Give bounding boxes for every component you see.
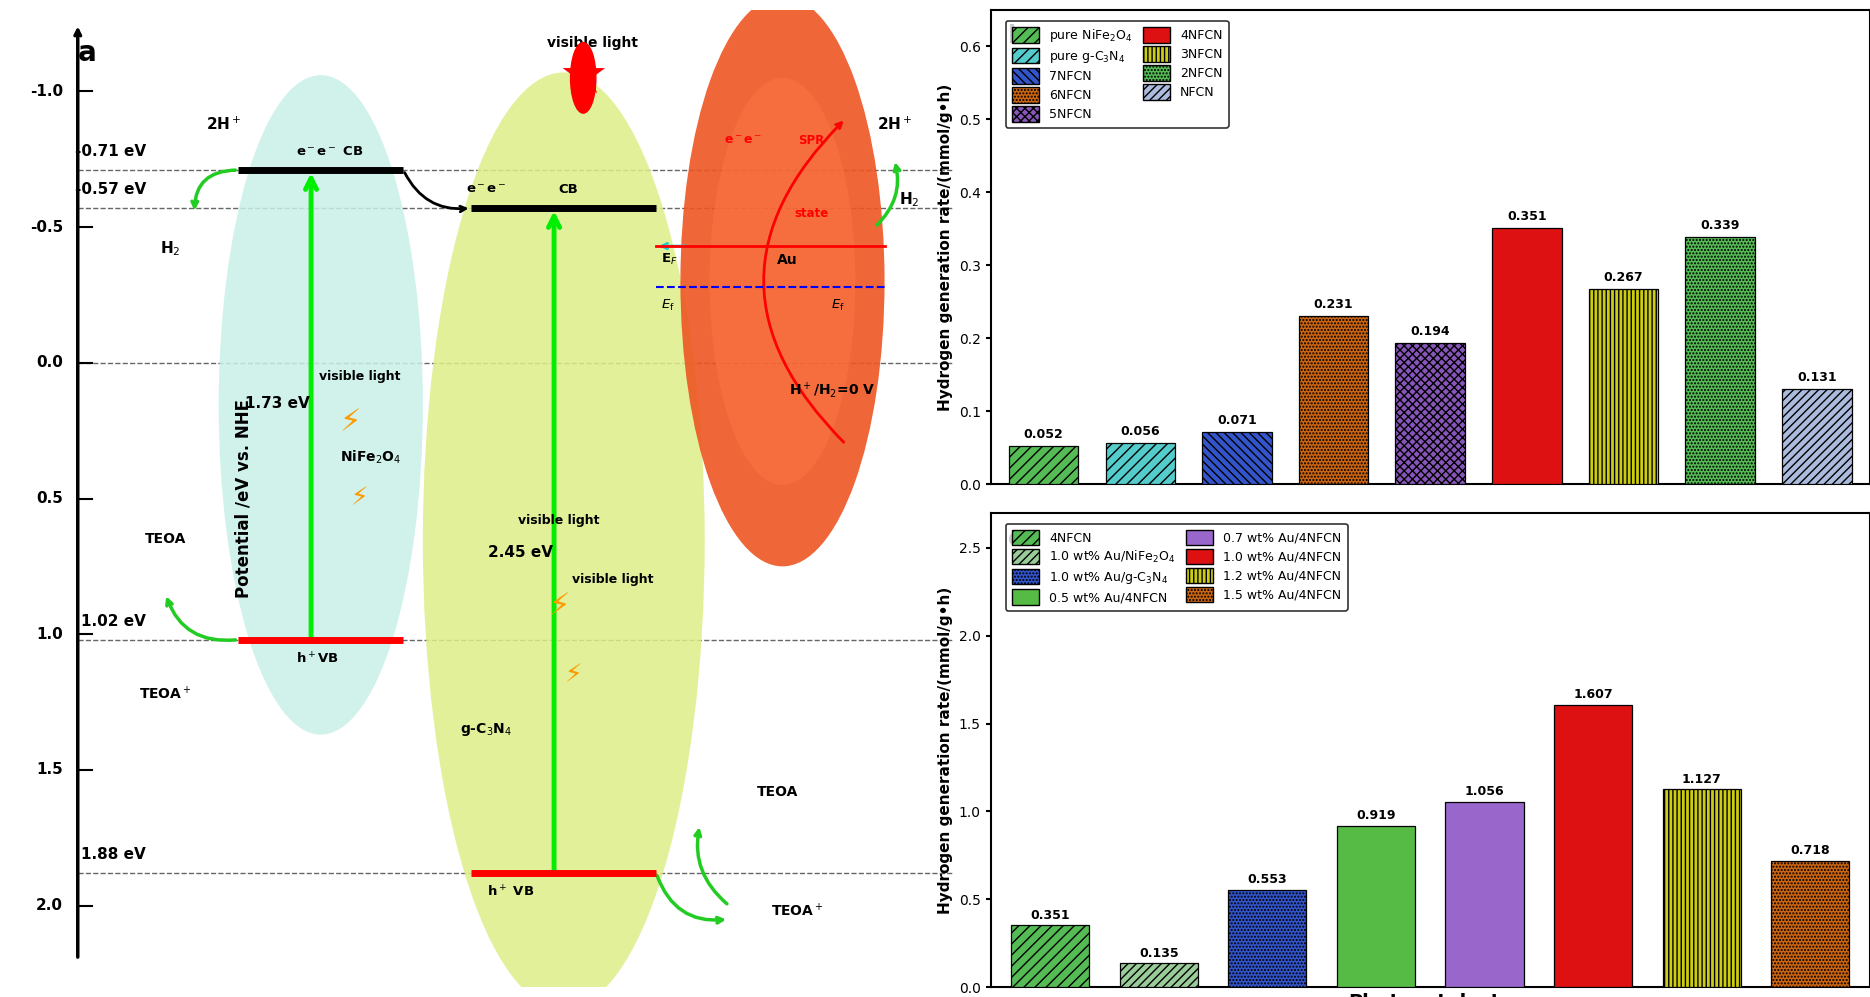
Text: 0.351: 0.351 xyxy=(1507,210,1546,223)
Text: 1.127: 1.127 xyxy=(1681,773,1722,786)
Text: Potential /eV vs. NHE: Potential /eV vs. NHE xyxy=(234,399,252,598)
Text: ⚡: ⚡ xyxy=(548,592,570,621)
Text: ⚡: ⚡ xyxy=(565,663,582,687)
Text: visible light: visible light xyxy=(320,370,400,383)
Text: visible light: visible light xyxy=(518,513,600,526)
Text: -0.71 eV: -0.71 eV xyxy=(75,145,146,160)
Text: 1.02 eV: 1.02 eV xyxy=(80,614,146,629)
Text: 2.0: 2.0 xyxy=(36,898,64,913)
Text: 0.919: 0.919 xyxy=(1356,810,1395,823)
Text: TEOA: TEOA xyxy=(757,785,798,799)
Text: 0.071: 0.071 xyxy=(1217,415,1257,428)
Text: SPR: SPR xyxy=(798,134,825,147)
Text: visible light: visible light xyxy=(572,573,653,586)
Text: 2H$^+$: 2H$^+$ xyxy=(206,116,241,133)
Text: visible light: visible light xyxy=(548,36,638,50)
Text: NiFe$_2$O$_4$: NiFe$_2$O$_4$ xyxy=(340,449,402,467)
Bar xyxy=(1662,789,1741,987)
Text: 1.0: 1.0 xyxy=(36,627,64,642)
Text: c: c xyxy=(1008,527,1023,551)
Text: 0.056: 0.056 xyxy=(1120,426,1159,439)
Bar xyxy=(1782,389,1851,485)
Bar xyxy=(1395,343,1464,485)
Text: 0.718: 0.718 xyxy=(1790,844,1831,857)
Text: 2H$^+$: 2H$^+$ xyxy=(877,116,913,133)
Text: 0.194: 0.194 xyxy=(1410,325,1449,338)
Bar xyxy=(1120,963,1199,987)
Text: $E_{\rm f}$: $E_{\rm f}$ xyxy=(830,298,845,313)
Text: 0.231: 0.231 xyxy=(1315,297,1354,311)
Ellipse shape xyxy=(423,73,705,997)
Text: 0.0: 0.0 xyxy=(36,355,64,370)
Text: TEOA: TEOA xyxy=(144,532,185,546)
Text: g-C$_3$N$_4$: g-C$_3$N$_4$ xyxy=(460,721,512,738)
X-axis label: Photocatalysts: Photocatalysts xyxy=(1348,993,1513,997)
Text: 0.553: 0.553 xyxy=(1247,873,1287,886)
Text: H$^+$/H$_2$=0 V: H$^+$/H$_2$=0 V xyxy=(789,380,875,400)
Bar xyxy=(1554,705,1633,987)
Text: e$^-$e$^-$: e$^-$e$^-$ xyxy=(466,182,507,195)
Text: 0.351: 0.351 xyxy=(1030,909,1070,922)
Text: b: b xyxy=(1008,24,1025,48)
Text: H$_2$: H$_2$ xyxy=(899,190,920,209)
Text: ⚡: ⚡ xyxy=(338,408,361,437)
Bar xyxy=(1010,447,1079,485)
Bar xyxy=(1337,826,1416,987)
Text: 1.056: 1.056 xyxy=(1464,785,1503,798)
Text: e$^-$e$^-$: e$^-$e$^-$ xyxy=(724,134,763,147)
Bar xyxy=(1012,925,1090,987)
Text: e$^-$e$^-$ CB: e$^-$e$^-$ CB xyxy=(297,145,363,158)
Legend: 4NFCN, 1.0 wt% Au/NiFe$_2$O$_4$, 1.0 wt% Au/g-C$_3$N$_4$, 0.5 wt% Au/4NFCN, 0.7 : 4NFCN, 1.0 wt% Au/NiFe$_2$O$_4$, 1.0 wt%… xyxy=(1006,523,1348,611)
Text: 2.45 eV: 2.45 eV xyxy=(488,545,552,560)
Circle shape xyxy=(570,43,597,113)
Text: 1.5: 1.5 xyxy=(36,763,64,778)
Bar xyxy=(1202,433,1272,485)
Bar xyxy=(1492,228,1561,485)
Bar xyxy=(1590,289,1659,485)
Text: -1.0: -1.0 xyxy=(30,84,64,99)
Text: 0.267: 0.267 xyxy=(1604,271,1644,284)
Text: 1.73 eV: 1.73 eV xyxy=(245,396,309,411)
Y-axis label: Hydrogen generation rate/(mmol/g•h): Hydrogen generation rate/(mmol/g•h) xyxy=(939,84,954,411)
Text: ⚡: ⚡ xyxy=(352,487,368,510)
Text: 0.339: 0.339 xyxy=(1700,218,1739,231)
Text: -0.57 eV: -0.57 eV xyxy=(75,182,146,197)
Text: 0.131: 0.131 xyxy=(1797,371,1836,384)
Text: 0.5: 0.5 xyxy=(36,491,64,506)
Bar xyxy=(1105,444,1174,485)
Circle shape xyxy=(709,78,855,485)
Bar xyxy=(1685,237,1754,485)
Text: 0.135: 0.135 xyxy=(1139,947,1178,960)
Text: 1.88 eV: 1.88 eV xyxy=(80,847,146,862)
Text: -0.5: -0.5 xyxy=(30,219,64,234)
Text: H$_2$: H$_2$ xyxy=(159,239,180,258)
Text: 0.052: 0.052 xyxy=(1023,429,1064,442)
Bar xyxy=(1300,316,1369,485)
Text: CB: CB xyxy=(559,182,578,195)
Text: h$^+$ VB: h$^+$ VB xyxy=(486,884,535,899)
Text: TEOA$^+$: TEOA$^+$ xyxy=(138,685,191,703)
Bar xyxy=(1771,860,1849,987)
Bar xyxy=(1446,802,1524,987)
Text: $E_{\rm f}$: $E_{\rm f}$ xyxy=(660,298,675,313)
Text: TEOA$^+$: TEOA$^+$ xyxy=(770,902,823,919)
Text: Au: Au xyxy=(778,252,798,266)
Text: E$_F$: E$_F$ xyxy=(660,252,677,267)
Y-axis label: Hydrogen generation rate/(mmol/g•h): Hydrogen generation rate/(mmol/g•h) xyxy=(939,586,954,913)
Text: state: state xyxy=(795,207,828,220)
Text: 1.607: 1.607 xyxy=(1573,688,1614,701)
Text: h$^+$VB: h$^+$VB xyxy=(297,651,338,666)
Bar xyxy=(1229,890,1307,987)
Circle shape xyxy=(681,0,885,566)
Legend: pure NiFe$_2$O$_4$, pure g-C$_3$N$_4$, 7NFCN, 6NFCN, 5NFCN, 4NFCN, 3NFCN, 2NFCN,: pure NiFe$_2$O$_4$, pure g-C$_3$N$_4$, 7… xyxy=(1006,21,1229,128)
Text: ★: ★ xyxy=(559,51,608,105)
Ellipse shape xyxy=(219,75,423,735)
Text: a: a xyxy=(79,39,97,67)
